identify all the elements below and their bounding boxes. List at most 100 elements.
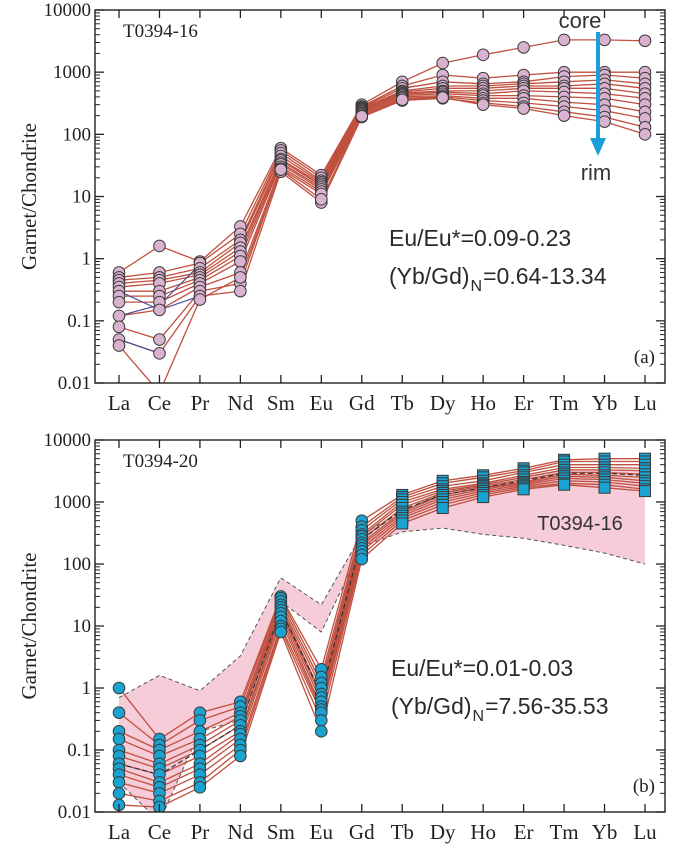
series-line-b2	[118, 460, 645, 746]
yb-gd-ratio-label: (Yb/Gd)	[389, 263, 470, 289]
data-marker-a10-Ce	[153, 333, 166, 346]
eu-anomaly-annotation: Eu/Eu*=0.09-0.23	[389, 225, 571, 251]
series-line-b10	[118, 480, 646, 794]
x-tick-label-Pr: Pr	[191, 391, 210, 415]
data-marker-a12-Tm	[557, 109, 571, 122]
series-line-a4	[118, 79, 646, 285]
yb-gd-subscript: N	[471, 278, 483, 295]
data-marker-a12-La	[112, 339, 126, 352]
data-marker-a12-Gd	[355, 110, 369, 123]
data-marker-a1-Yb	[598, 33, 611, 47]
y-tick-label: 100	[63, 124, 92, 145]
y-tick-label: 10	[72, 616, 91, 637]
y-axis-title: Garnet/Chondrite	[17, 123, 41, 270]
data-marker-b12-Yb	[598, 481, 611, 494]
arrow-rim-label: rim	[581, 160, 612, 185]
x-tick-label-Ho: Ho	[470, 820, 496, 844]
data-marker-a12-Er	[517, 102, 530, 115]
sample-label: T0394-20	[123, 451, 198, 472]
series-line-a2	[118, 71, 645, 279]
data-marker-a8-Nd	[234, 255, 247, 268]
y-tick-label: 100	[63, 554, 92, 575]
data-marker-b12-Gd	[355, 552, 369, 566]
plot-frame	[94, 9, 666, 384]
data-marker-b11-La	[112, 787, 126, 800]
series-line-b12	[118, 484, 646, 808]
data-marker-b2-Pr	[193, 714, 207, 727]
x-tick-label-Sm: Sm	[267, 391, 295, 415]
series-line-b9	[118, 477, 646, 788]
data-marker-a12-Yb	[598, 115, 611, 128]
series-line-a10	[118, 96, 646, 341]
data-marker-a12-Pr	[193, 293, 207, 306]
data-marker-a1-Ce	[153, 239, 166, 253]
panel-a: 0.01 0.1 1 10 100 1000 10000 La Ce Pr Nd Sm Eu Gd Tb Dy…	[17, 0, 666, 415]
reference-band-lower	[118, 527, 646, 812]
y-tick-label: 10000	[44, 0, 92, 21]
plot-area	[112, 452, 651, 812]
plot-area	[112, 33, 652, 383]
y-tick-label: 0.1	[67, 740, 91, 761]
series-line-a-blue1	[118, 338, 160, 354]
series-line-b7	[118, 473, 646, 776]
x-tick-label-Er: Er	[514, 391, 534, 415]
series-line-b11	[118, 482, 646, 802]
x-tick-label-Gd: Gd	[349, 820, 375, 844]
eu-anomaly-annotation: Eu/Eu*=0.01-0.03	[391, 655, 573, 681]
y-tick-label: 1000	[53, 62, 91, 83]
x-tick-label-Tm: Tm	[549, 820, 578, 844]
data-marker-a10-La	[112, 320, 126, 334]
arrow-core-label: core	[559, 8, 602, 33]
x-tick-label-Lu: Lu	[633, 820, 657, 844]
x-tick-label-Ho: Ho	[470, 391, 496, 415]
x-tick-label-Tb: Tb	[391, 391, 414, 415]
series-line-b5	[118, 469, 646, 765]
data-marker-a12-Eu	[315, 193, 328, 206]
series-line-b8	[118, 475, 646, 784]
data-marker-b12-Eu	[315, 725, 328, 738]
y-tick-label: 10	[72, 187, 91, 208]
data-marker-a12-Nd	[234, 271, 247, 284]
series-line-a5	[118, 83, 646, 288]
panel-tag: (b)	[633, 776, 655, 797]
data-marker-b12-Ho	[477, 491, 490, 504]
data-marker-a1-Ho	[476, 48, 490, 62]
x-tick-label-Eu: Eu	[310, 391, 334, 415]
data-marker-a12-Ho	[476, 98, 490, 111]
sample-label: T0394-16	[123, 21, 198, 42]
data-marker-a12-Sm	[274, 163, 288, 176]
x-tick-label-Tb: Tb	[391, 820, 414, 844]
y-tick-label: 1000	[53, 492, 91, 513]
data-marker-a12-Dy	[436, 91, 449, 104]
x-tick-label-La: La	[108, 820, 131, 844]
data-marker-b12-Er	[517, 483, 530, 496]
data-marker-a1-Dy	[436, 56, 449, 70]
x-tick-label-Er: Er	[514, 820, 534, 844]
series-line-mean	[118, 472, 646, 776]
y-tick-label: 0.01	[58, 373, 91, 394]
x-tick-label-Dy: Dy	[430, 391, 456, 415]
data-marker-b12-Nd	[234, 749, 247, 763]
x-tick-label-Ce: Ce	[148, 820, 171, 844]
panel-b: 0.01 0.1 1 10 100 1000 10000 La Ce Pr Nd Sm Eu Gd Tb Dy…	[17, 430, 666, 844]
y-tick-label: 10000	[44, 430, 92, 451]
panel-tag: (a)	[634, 347, 655, 368]
data-marker-a9-La	[112, 309, 126, 323]
x-tick-label-Ce: Ce	[148, 391, 171, 415]
series-line-b4	[118, 466, 646, 757]
y-tick-label: 0.01	[58, 802, 91, 823]
data-marker-a1-Lu	[638, 34, 652, 48]
series-line-a8	[119, 93, 646, 303]
x-tick-label-Eu: Eu	[310, 820, 334, 844]
x-tick-label-La: La	[108, 391, 131, 415]
x-tick-label-Yb: Yb	[592, 820, 618, 844]
data-marker-b2-La	[112, 706, 126, 719]
y-tick-label: 1	[82, 678, 92, 699]
data-marker-b12-Pr	[193, 781, 207, 794]
x-tick-label-Nd: Nd	[228, 391, 254, 415]
data-marker-a1-Tm	[557, 33, 571, 47]
data-marker-b10-La	[112, 776, 126, 789]
yb-gd-subscript: N	[473, 708, 485, 725]
series-line-a6	[119, 87, 646, 292]
data-marker-a8-La	[112, 295, 126, 309]
